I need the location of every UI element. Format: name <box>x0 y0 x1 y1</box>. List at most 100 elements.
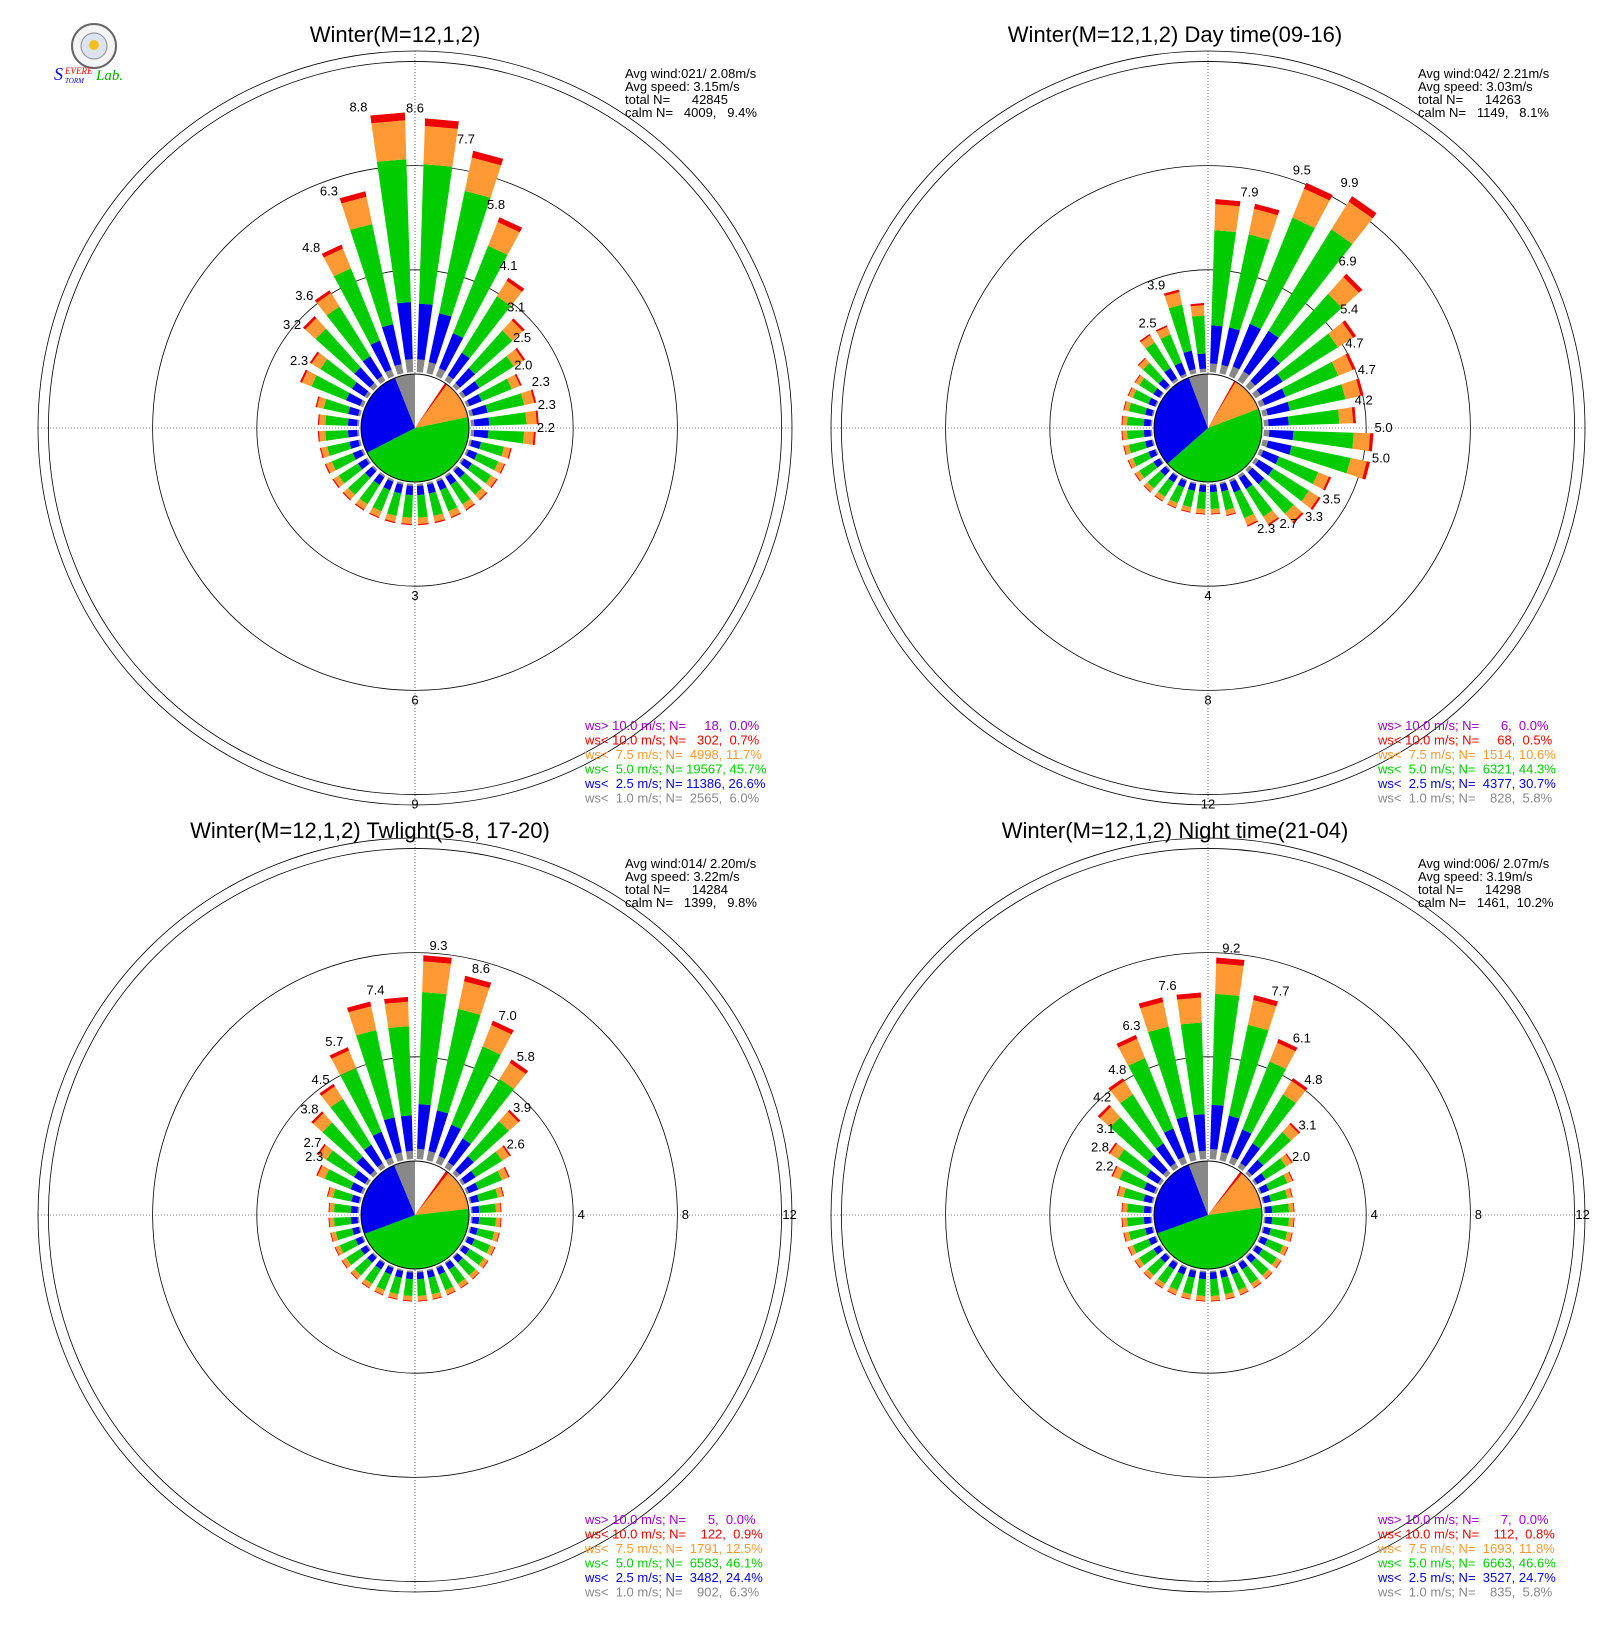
bar-value-label: 2.3 <box>1257 521 1275 536</box>
wind-bar-segment <box>364 391 371 399</box>
wind-bar-segment <box>1225 1296 1235 1300</box>
ring-label: 8 <box>1204 692 1211 707</box>
wind-bar-segment <box>417 494 428 518</box>
wind-bar-segment <box>1137 357 1146 366</box>
wind-bar-segment <box>446 1290 456 1296</box>
wind-bar-segment <box>457 1257 476 1276</box>
pie-slice-lt7_5 <box>415 384 468 428</box>
wind-bar-segment <box>448 1265 466 1284</box>
wind-bar-segment <box>1111 1165 1118 1177</box>
wind-bar-segment <box>1237 1163 1246 1171</box>
wind-bar-segment <box>356 1156 375 1175</box>
wind-bar-segment <box>1263 510 1279 525</box>
wind-bar-segment <box>471 1238 491 1254</box>
panel-title: Winter(M=12,1,2) Night time(21-04) <box>1002 818 1349 843</box>
wind-bar-segment <box>445 1286 456 1295</box>
windrose-panel-4: 4 8 12 2.2 2.8 3.1 4.2 4.8 6.3 7.6 9.2 7.7 6.1 4.8 3.1… <box>830 818 1590 1600</box>
wind-bar-segment <box>444 1162 454 1171</box>
wind-bar-segment <box>1351 407 1356 424</box>
ring-label: 8 <box>682 1207 689 1222</box>
ring-label: 4 <box>1204 588 1211 603</box>
wind-bar-segment <box>1167 1286 1178 1295</box>
wind-bar-segment <box>1229 234 1270 331</box>
wind-bar-segment <box>1211 993 1240 1106</box>
wind-bar-segment <box>315 396 320 408</box>
wind-bar-segment <box>396 481 404 485</box>
wind-bar-segment <box>432 1296 442 1300</box>
legend-entry: ws< 1.0 m/s; N= 902, 6.3% <box>584 1585 760 1600</box>
wind-bar-segment <box>360 1187 366 1195</box>
wind-bar-segment <box>370 112 406 124</box>
wind-bar-segment <box>1108 1078 1125 1091</box>
wind-bar-segment <box>444 375 454 384</box>
windrose-panel-3: 4 8 12 2.32.7 3.8 4.5 5.7 7.4 9.3 8.6 7.0 5.8 3.9 2.6… <box>37 818 797 1600</box>
wind-bar-segment <box>1176 1116 1195 1154</box>
wind-bar-segment <box>346 1248 365 1266</box>
wind-bar-segment <box>453 245 508 338</box>
wind-bar-segment <box>1244 513 1258 526</box>
wind-bar-segment <box>471 1151 503 1178</box>
wind-bar-segment <box>355 1236 365 1246</box>
wind-bar-segment <box>1247 1159 1264 1176</box>
wind-bar-segment <box>1210 1295 1221 1301</box>
wind-bar-segment <box>1116 1185 1121 1197</box>
wind-bar-segment <box>1304 182 1333 201</box>
wind-bar-segment <box>402 1299 413 1302</box>
wind-bar-segment <box>1209 485 1218 493</box>
wind-bar-segment <box>1292 188 1330 229</box>
wind-bar-segment <box>316 1164 323 1176</box>
wind-bar-segment <box>1123 1232 1127 1242</box>
wind-bar-segment <box>1198 1150 1207 1160</box>
legend-entry: ws> 10.0 m/s; N= 5, 0.0% <box>584 1512 756 1527</box>
pie-slice-lt2_5 <box>360 1165 415 1234</box>
wind-bar-segment <box>1250 355 1281 386</box>
wind-bar-segment <box>1181 505 1192 512</box>
wind-bar-segment <box>395 1152 404 1162</box>
wind-bar-segment <box>1199 1270 1207 1273</box>
wind-bar-segment <box>319 430 326 442</box>
wind-bar-segment <box>1261 1226 1265 1233</box>
bar-value-label: 9.2 <box>1222 940 1240 955</box>
wind-bar-segment <box>361 1282 370 1289</box>
wind-bar-segment <box>1108 1142 1118 1154</box>
wind-bar-segment <box>1128 1228 1147 1241</box>
wind-bar-segment <box>467 394 482 407</box>
wind-bar-segment <box>1155 491 1166 501</box>
pie-slice-lt5 <box>1167 408 1263 483</box>
wind-bar-segment <box>470 1216 473 1224</box>
wind-bar-segment <box>435 477 443 482</box>
wind-bar-segment <box>1215 963 1244 996</box>
wind-bar-segment <box>1195 1299 1206 1302</box>
wind-bar-segment <box>1145 408 1154 417</box>
wind-bar-segment <box>459 391 466 399</box>
wind-bar-segment <box>354 367 375 388</box>
wind-bar-segment <box>1253 1282 1262 1289</box>
pie-slice-lt7_5 <box>1208 381 1259 428</box>
wind-bar-segment <box>1233 489 1254 519</box>
legend-entry: ws< 10.0 m/s; N= 302, 0.7% <box>584 733 760 748</box>
wind-bar-segment <box>376 159 411 304</box>
wind-bar-segment <box>369 507 382 518</box>
wind-bar-segment <box>1229 479 1241 493</box>
wind-bar-segment <box>464 1235 469 1243</box>
ring-label: 9 <box>411 797 418 812</box>
range-ring <box>48 848 782 1582</box>
wind-bar-segment <box>358 1226 362 1233</box>
bar-value-label: 7.7 <box>457 131 475 146</box>
wind-bar-segment <box>426 1269 435 1278</box>
wind-bar-segment <box>370 340 392 373</box>
wind-bar-segment <box>1341 379 1361 400</box>
wind-bar-segment <box>525 410 537 425</box>
wind-bar-segment <box>1243 330 1279 376</box>
wind-bar-segment <box>372 487 390 512</box>
wind-bar-segment <box>433 513 445 522</box>
wind-bar-segment <box>1254 203 1280 216</box>
wind-bar-segment <box>1285 1231 1292 1242</box>
wind-bar-segment <box>341 196 373 230</box>
wind-bar-segment <box>1164 292 1183 309</box>
wind-bar-segment <box>1352 432 1371 451</box>
wind-bar-segment <box>394 483 404 494</box>
wind-bar-segment <box>1265 1205 1273 1214</box>
wind-bar-segment <box>1263 1206 1266 1214</box>
wind-bar-segment <box>1250 1278 1261 1288</box>
